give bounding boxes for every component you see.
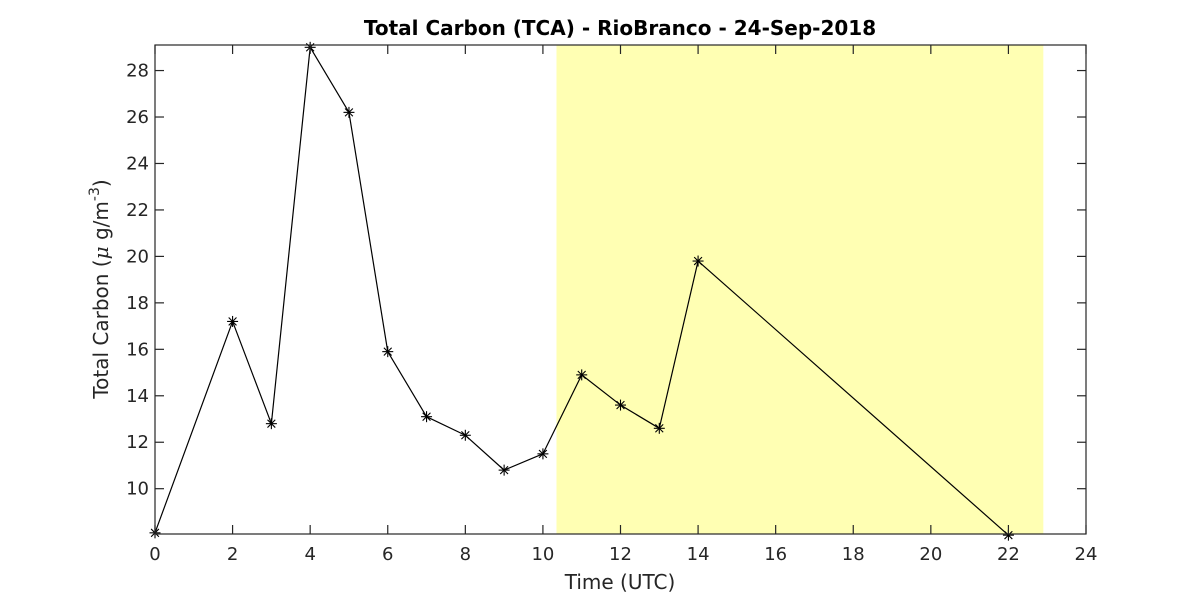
x-tick-label: 2: [227, 544, 238, 565]
x-tick-label: 4: [304, 544, 315, 565]
y-tick-label: 24: [126, 153, 149, 174]
y-axis-title: Total Carbon (μ g/m-3): [87, 179, 113, 399]
chart-title: Total Carbon (TCA) - RioBranco - 24-Sep-…: [364, 16, 876, 40]
y-axis-ticks: 10 12 14 16 18 20 22 24 26 28: [126, 61, 1086, 500]
x-tick-label: 22: [997, 544, 1020, 565]
data-point-marker: [653, 422, 665, 434]
x-tick-label: 6: [382, 544, 393, 565]
x-tick-label: 12: [609, 544, 632, 565]
data-point-marker: [692, 255, 704, 267]
x-tick-label: 24: [1075, 544, 1098, 565]
data-point-marker: [615, 399, 626, 411]
x-tick-label: 14: [687, 544, 710, 565]
y-tick-label: 26: [126, 107, 149, 128]
y-axis-title-unit: g/m: [89, 201, 113, 246]
data-point-marker: [343, 106, 355, 118]
y-axis-title-exponent: -3: [87, 187, 103, 201]
x-tick-label: 20: [919, 544, 942, 565]
x-tick-label: 8: [460, 544, 471, 565]
y-tick-label: 16: [126, 339, 149, 360]
y-tick-label: 10: [126, 479, 149, 500]
x-tick-label: 16: [764, 544, 787, 565]
y-tick-label: 18: [126, 293, 149, 314]
x-tick-label: 0: [149, 544, 160, 565]
x-tick-label: 10: [531, 544, 554, 565]
x-axis-title: Time (UTC): [564, 570, 676, 594]
data-point-marker: [459, 429, 471, 441]
y-axis-title-mu: μ: [89, 246, 113, 259]
y-tick-label: 12: [126, 432, 149, 453]
data-point-marker: [227, 315, 239, 327]
y-tick-label: 20: [126, 246, 149, 267]
y-tick-label: 14: [126, 386, 149, 407]
data-point-marker: [382, 346, 394, 358]
y-axis-title-prefix: Total Carbon (: [89, 259, 113, 399]
y-tick-label: 22: [126, 200, 149, 221]
x-tick-label: 18: [842, 544, 865, 565]
data-point-marker: [421, 411, 433, 423]
y-tick-label: 28: [126, 61, 149, 82]
data-point-marker: [265, 418, 277, 430]
x-axis-ticks: 0 2 4 6 8 10 12 14 16 18 20 22 24: [149, 45, 1097, 565]
data-point-marker: [498, 464, 510, 476]
data-point-marker: [576, 369, 588, 381]
y-axis-title-suffix: ): [89, 179, 113, 187]
highlight-region: [556, 45, 1044, 534]
data-point-marker: [537, 448, 549, 460]
